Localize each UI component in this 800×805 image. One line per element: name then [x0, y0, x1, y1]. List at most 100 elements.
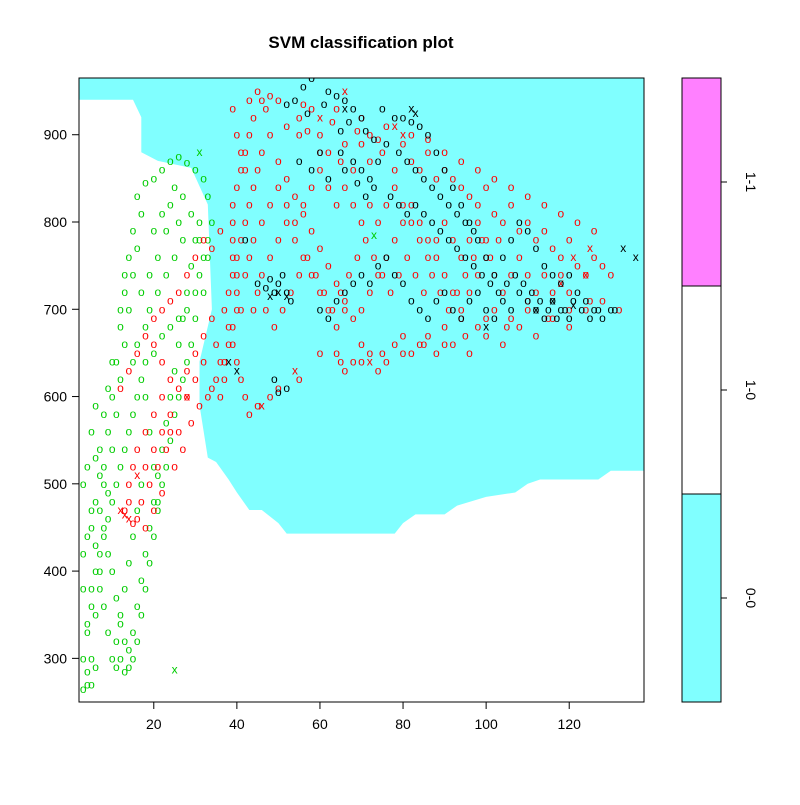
- data-point: o: [150, 337, 157, 351]
- data-point: o: [126, 302, 133, 316]
- data-point: o: [458, 180, 465, 194]
- data-point: o: [433, 233, 440, 247]
- data-point: o: [516, 250, 523, 264]
- data-point: o: [379, 145, 386, 159]
- data-point: o: [229, 250, 236, 264]
- data-point: o: [400, 329, 407, 343]
- data-point: o: [234, 267, 241, 281]
- data-point: o: [516, 224, 523, 238]
- data-point: x: [184, 390, 190, 404]
- data-point: o: [138, 372, 145, 386]
- data-point: o: [296, 154, 303, 168]
- data-point: o: [591, 224, 598, 238]
- data-point: o: [616, 302, 623, 316]
- data-point: o: [433, 294, 440, 308]
- data-point: o: [234, 302, 241, 316]
- data-point: x: [126, 512, 132, 526]
- data-point: o: [354, 250, 361, 264]
- data-point: o: [462, 250, 469, 264]
- data-point: o: [582, 294, 589, 308]
- data-point: o: [275, 381, 282, 395]
- data-point: o: [433, 250, 440, 264]
- data-point: o: [283, 119, 290, 133]
- data-point: o: [412, 163, 419, 177]
- data-point: o: [495, 285, 502, 299]
- data-point: o: [134, 390, 141, 404]
- data-point: o: [267, 198, 274, 212]
- data-point: o: [599, 294, 606, 308]
- data-point: o: [134, 503, 141, 517]
- legend-label: 1-0: [743, 380, 759, 400]
- data-point: x: [234, 363, 240, 377]
- data-point: o: [466, 285, 473, 299]
- data-point: o: [225, 285, 232, 299]
- data-point: o: [271, 372, 278, 386]
- data-point: o: [142, 355, 149, 369]
- data-point: o: [271, 285, 278, 299]
- data-point: o: [429, 180, 436, 194]
- data-point: o: [229, 267, 236, 281]
- data-point: o: [105, 625, 112, 639]
- data-point: o: [254, 398, 261, 412]
- data-point: o: [142, 176, 149, 190]
- y-tick-label: 400: [44, 563, 68, 579]
- data-point: o: [578, 302, 585, 316]
- data-point: o: [288, 294, 295, 308]
- data-point: o: [300, 198, 307, 212]
- data-point: o: [416, 119, 423, 133]
- data-point: o: [325, 259, 332, 273]
- data-point: o: [499, 337, 506, 351]
- data-point: x: [292, 363, 298, 377]
- data-point: o: [126, 643, 133, 657]
- data-point: o: [200, 329, 207, 343]
- data-point: x: [275, 285, 281, 299]
- data-point: o: [570, 294, 577, 308]
- data-point: o: [142, 329, 149, 343]
- data-point: o: [474, 163, 481, 177]
- data-point: o: [346, 115, 353, 129]
- data-point: o: [362, 189, 369, 203]
- data-point: o: [175, 390, 182, 404]
- data-point: o: [404, 154, 411, 168]
- data-point: o: [246, 407, 253, 421]
- data-point: o: [425, 128, 432, 142]
- data-point: o: [80, 651, 87, 665]
- data-point: o: [221, 355, 228, 369]
- data-point: o: [304, 106, 311, 120]
- data-point: o: [155, 285, 162, 299]
- data-point: o: [180, 311, 187, 325]
- data-point: o: [541, 267, 548, 281]
- data-point: o: [175, 285, 182, 299]
- data-point: o: [342, 285, 349, 299]
- data-point: o: [171, 459, 178, 473]
- data-point: o: [458, 302, 465, 316]
- data-point: o: [317, 145, 324, 159]
- data-point: o: [400, 215, 407, 229]
- data-point: o: [549, 267, 556, 281]
- data-point: o: [304, 250, 311, 264]
- data-point: o: [225, 337, 232, 351]
- data-point: o: [420, 206, 427, 220]
- data-point: o: [317, 302, 324, 316]
- data-point: o: [491, 302, 498, 316]
- data-point: o: [209, 215, 216, 229]
- data-point: o: [180, 233, 187, 247]
- data-point: o: [445, 302, 452, 316]
- data-point: o: [400, 276, 407, 290]
- x-tick-label: 100: [474, 716, 498, 732]
- data-point: o: [246, 198, 253, 212]
- data-point: o: [420, 337, 427, 351]
- data-point: o: [88, 582, 95, 596]
- data-point: o: [242, 215, 249, 229]
- data-point: x: [226, 355, 232, 369]
- data-point: o: [242, 145, 249, 159]
- data-point: o: [229, 337, 236, 351]
- data-point: o: [88, 425, 95, 439]
- data-point: o: [117, 381, 124, 395]
- data-point: o: [495, 233, 502, 247]
- data-point: o: [566, 302, 573, 316]
- data-point: o: [358, 355, 365, 369]
- data-point: o: [88, 521, 95, 535]
- data-point: o: [558, 302, 565, 316]
- data-point: o: [171, 363, 178, 377]
